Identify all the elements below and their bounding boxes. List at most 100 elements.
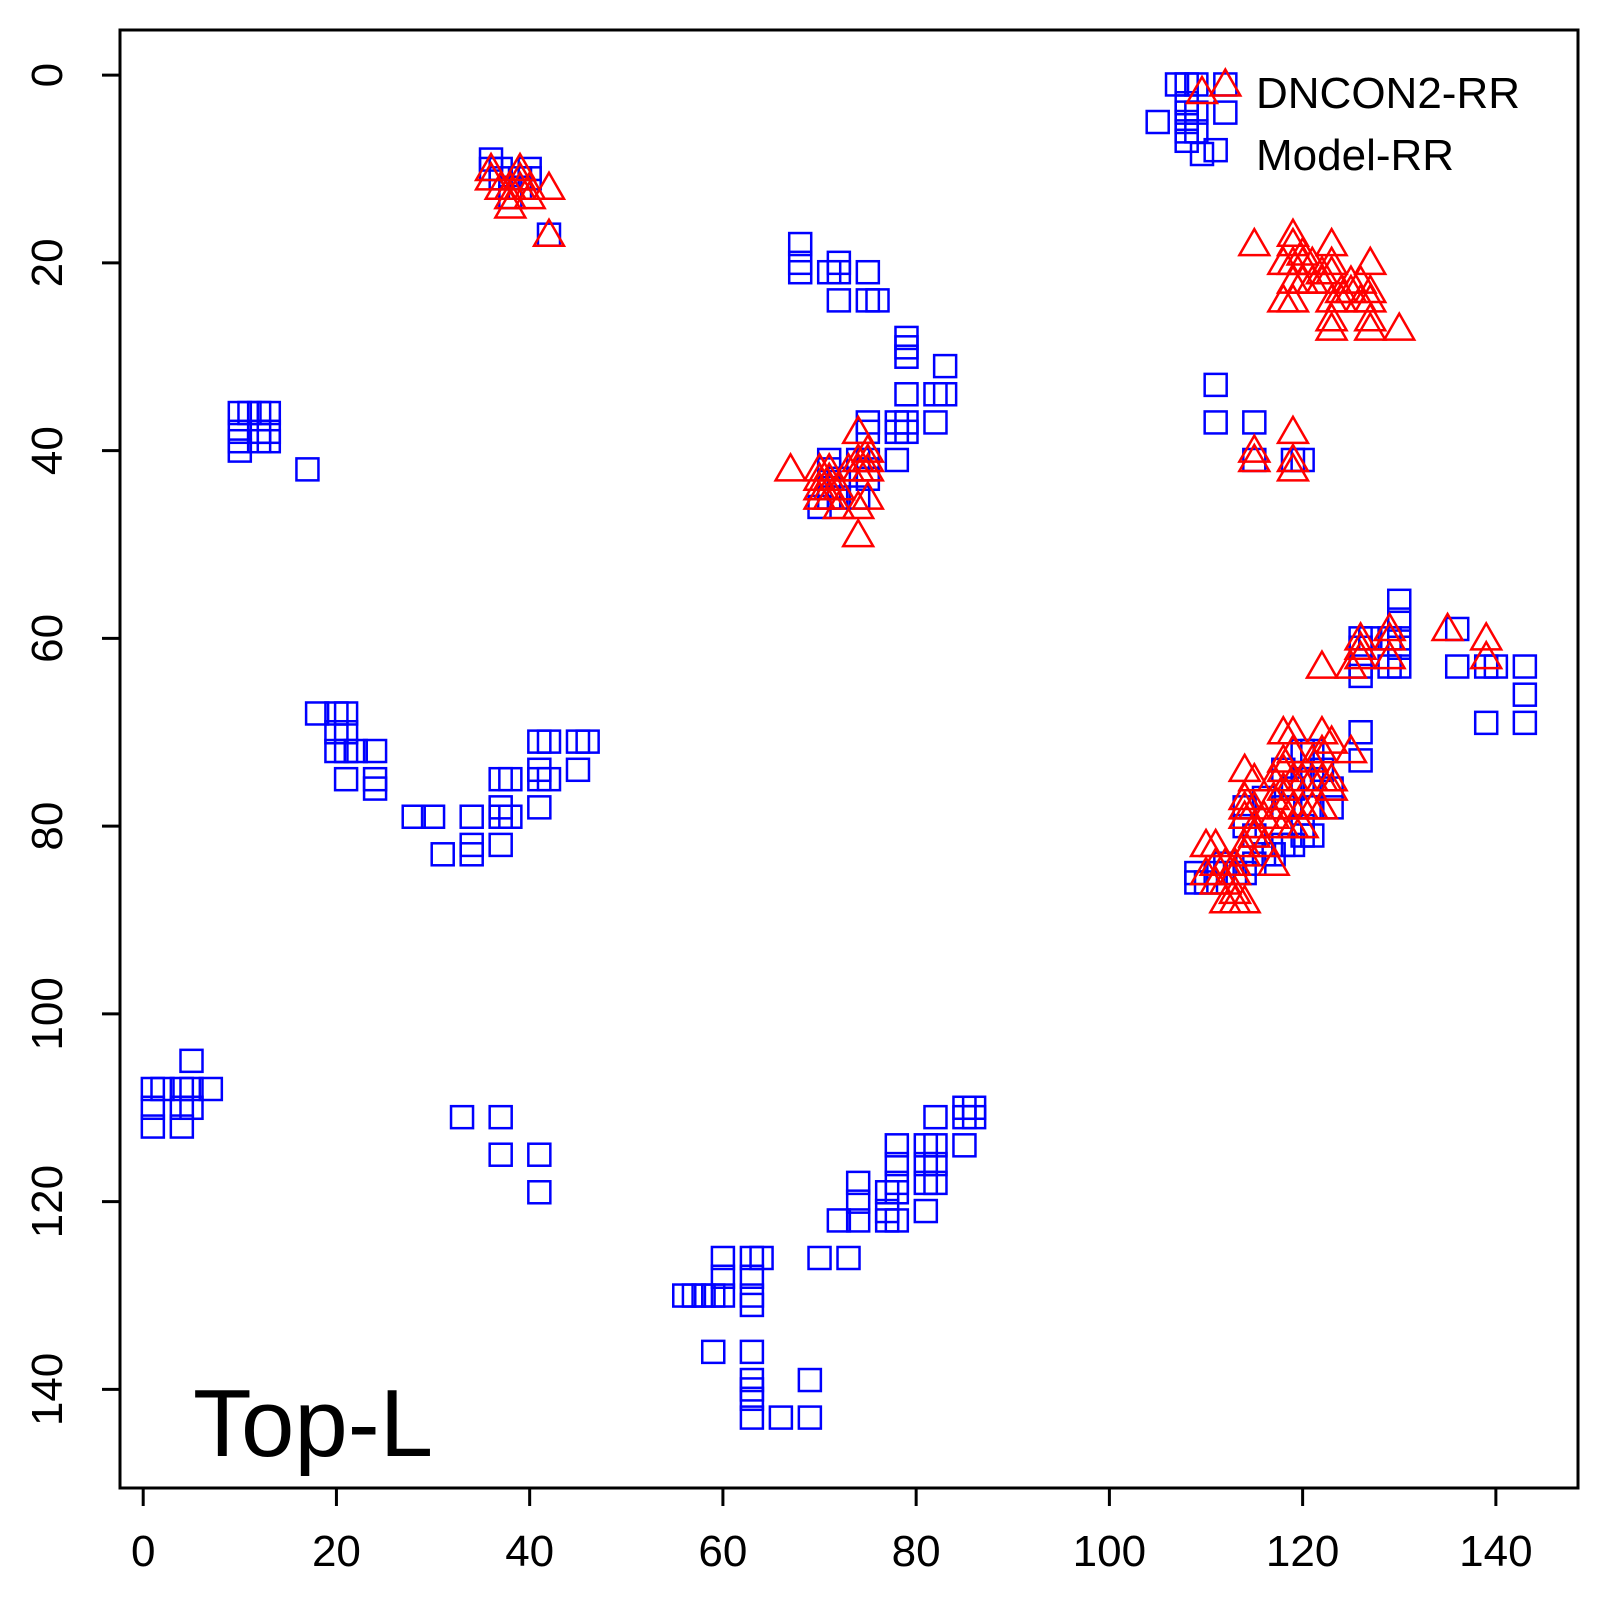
data-point-square xyxy=(952,1133,977,1158)
legend-triangle-icon xyxy=(1184,74,1220,105)
data-point-square xyxy=(894,382,919,407)
data-point-square xyxy=(1473,710,1499,736)
y-tick-label: 40 xyxy=(23,426,72,475)
data-point-triangle xyxy=(1304,649,1340,679)
data-point-triangle xyxy=(1275,714,1311,745)
data-point-square xyxy=(836,1245,861,1271)
data-point-triangle xyxy=(1208,66,1243,97)
data-point-square xyxy=(700,1339,726,1365)
data-point-square xyxy=(179,1076,204,1102)
data-point-triangle xyxy=(531,170,567,201)
data-point-triangle xyxy=(1353,301,1388,332)
series-dncon2-rr xyxy=(473,66,1504,914)
data-point-square xyxy=(459,804,484,829)
data-point-square xyxy=(488,1104,513,1130)
data-point-square xyxy=(565,757,591,783)
data-point-square xyxy=(787,259,813,285)
data-point-square xyxy=(333,719,359,745)
legend-label: DNCON2-RR xyxy=(1256,69,1520,118)
data-point-square xyxy=(865,288,890,313)
x-tick-label: 20 xyxy=(312,1527,361,1576)
data-point-triangle xyxy=(1314,301,1349,332)
data-point-triangle xyxy=(821,489,856,520)
data-point-square xyxy=(362,776,388,801)
data-point-triangle xyxy=(1314,245,1349,276)
y-tick-label: 20 xyxy=(23,238,72,287)
data-point-square xyxy=(401,804,426,829)
x-tick-label: 80 xyxy=(892,1527,941,1576)
data-point-square xyxy=(140,1095,166,1121)
data-point-square xyxy=(923,1151,948,1177)
series-model-rr xyxy=(140,72,1538,1430)
data-point-triangle xyxy=(1314,226,1349,257)
data-point-triangle xyxy=(1246,827,1282,858)
data-point-square xyxy=(739,1405,765,1430)
data-point-square xyxy=(343,738,369,764)
data-point-square xyxy=(169,1095,195,1121)
legend-square-icon xyxy=(1189,141,1215,167)
data-point-square xyxy=(295,457,320,482)
data-point-triangle xyxy=(1237,433,1272,463)
data-point-triangle xyxy=(1372,639,1407,670)
data-point-triangle xyxy=(1469,639,1504,670)
legend: DNCON2-RR Model-RR xyxy=(1184,69,1520,180)
data-point-triangle xyxy=(502,151,538,182)
data-point-triangle xyxy=(1266,245,1301,276)
data-point-square xyxy=(894,419,919,445)
data-point-square xyxy=(807,1245,832,1271)
data-point-triangle xyxy=(1275,442,1311,473)
x-tick-label: 120 xyxy=(1266,1527,1339,1576)
data-point-square xyxy=(1512,710,1538,736)
data-point-triangle xyxy=(1227,883,1262,914)
data-point-square xyxy=(932,353,958,379)
data-point-square xyxy=(1203,372,1228,398)
y-tick-label: 80 xyxy=(23,802,72,851)
data-point-triangle xyxy=(1343,620,1378,651)
data-point-triangle xyxy=(1275,451,1311,482)
data-point-square xyxy=(826,288,852,313)
data-point-triangle xyxy=(1353,311,1388,341)
legend-entry: DNCON2-RR xyxy=(1184,69,1520,118)
data-point-square xyxy=(527,1142,552,1167)
data-point-triangle xyxy=(1237,808,1272,839)
data-point-square xyxy=(333,766,359,792)
data-point-square xyxy=(894,344,919,369)
data-point-square xyxy=(362,738,388,764)
data-point-square xyxy=(430,842,455,867)
data-point-triangle xyxy=(1256,846,1291,876)
data-point-triangle xyxy=(531,217,567,247)
data-point-square xyxy=(1203,137,1228,163)
y-tick-label: 60 xyxy=(23,614,72,663)
data-point-square xyxy=(923,1104,948,1130)
y-axis: 0 20 40 60 80 100 120 140 xyxy=(23,63,122,1426)
data-point-triangle xyxy=(1314,771,1349,801)
data-point-square xyxy=(710,1264,736,1290)
data-point-square xyxy=(1213,100,1238,125)
data-point-square xyxy=(739,1264,765,1290)
y-tick-label: 140 xyxy=(23,1353,72,1426)
x-axis: 0 20 40 60 80 100 120 140 xyxy=(131,1486,1533,1576)
data-point-square xyxy=(797,1367,823,1393)
data-point-square xyxy=(150,1076,175,1102)
data-point-square xyxy=(169,1114,195,1139)
data-point-square xyxy=(498,766,523,792)
data-point-square xyxy=(498,804,523,829)
data-point-triangle xyxy=(1314,761,1349,792)
data-point-triangle xyxy=(1314,311,1349,341)
data-point-triangle xyxy=(773,451,808,482)
y-tick-label: 120 xyxy=(23,1165,72,1238)
data-point-triangle xyxy=(1382,311,1417,341)
x-tick-label: 140 xyxy=(1459,1527,1532,1576)
data-point-triangle xyxy=(1469,620,1504,651)
data-point-square xyxy=(884,1151,910,1177)
data-point-square xyxy=(884,1208,910,1233)
data-point-square xyxy=(1145,109,1170,135)
data-point-square xyxy=(420,804,446,829)
data-point-square xyxy=(739,1386,765,1412)
data-point-triangle xyxy=(1208,883,1243,914)
data-point-triangle xyxy=(1304,264,1340,294)
data-point-square xyxy=(923,410,948,435)
series-layer xyxy=(140,66,1538,1430)
